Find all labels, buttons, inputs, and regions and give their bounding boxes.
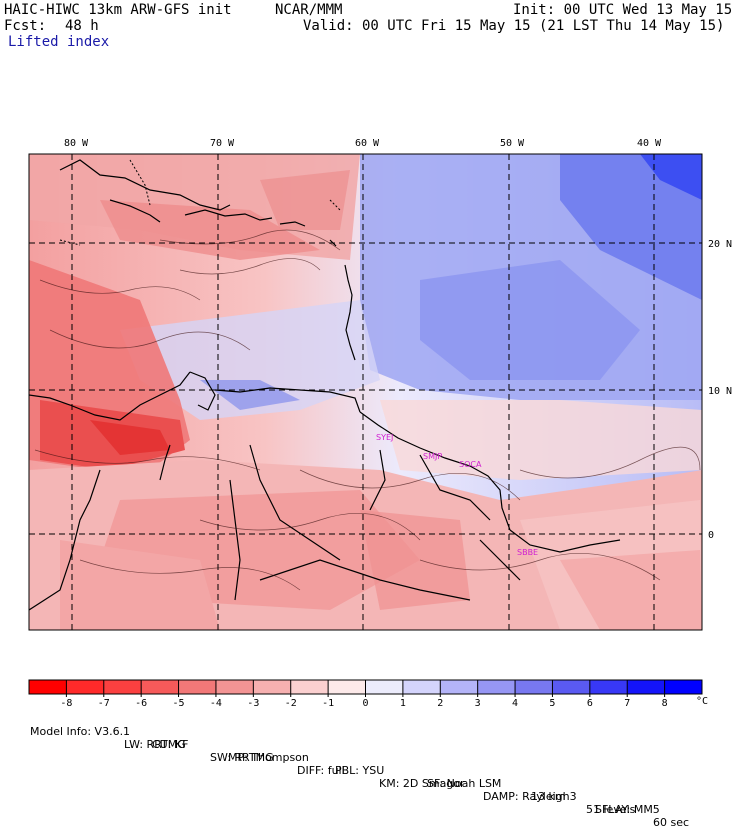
footer-sw: SW: RRTMG	[210, 751, 274, 764]
colorbar-tick-label: -1	[322, 698, 334, 709]
lifted-index-map: 80 W 70 W 60 W 50 W 40 W 20 N 10 N 0 SYE…	[28, 138, 732, 709]
lon-label: 40 W	[637, 138, 662, 149]
valid-time: Valid: 00 UTC Fri 15 May 15 (21 LST Thu …	[303, 18, 725, 34]
lon-label: 60 W	[355, 138, 380, 149]
station-label: SYEJ	[376, 433, 393, 442]
colorbar-swatch	[515, 680, 553, 694]
colorbar-tick-label: 6	[587, 698, 593, 709]
colorbar-swatch	[103, 680, 142, 694]
colorbar-unit: °C	[696, 696, 708, 707]
footer-sflay: SFLAY: MM5	[595, 803, 660, 816]
footer-line-2: LW: RRTMG SW: RRTMG DIFF: full KM: 2D Sm…	[124, 725, 660, 816]
colorbar-swatch	[440, 680, 479, 694]
forecast-label: Fcst:	[4, 18, 47, 34]
init-time: Init: 00 UTC Wed 13 May 15	[513, 2, 733, 18]
map-field	[29, 154, 702, 630]
field-name: Lifted index	[8, 34, 110, 50]
lat-lon-grid	[29, 154, 702, 630]
colorbar-swatch	[141, 680, 180, 694]
colorbar-swatch	[178, 680, 217, 694]
forecast-hour: 48 h	[65, 18, 99, 34]
colorbar-tick-label: 4	[512, 698, 518, 709]
footer-damp: DAMP: Rayleigh3	[483, 790, 577, 803]
colorbar-tick-label: -4	[210, 698, 222, 709]
colorbar-swatch	[365, 680, 404, 694]
colorbar-swatch	[477, 680, 516, 694]
model-title: HAIC-HIWC 13km ARW-GFS init	[4, 2, 232, 18]
colorbar-tick-label: -3	[247, 698, 259, 709]
colorbar-swatch	[66, 680, 105, 694]
org-label: NCAR/MMM	[275, 2, 343, 18]
colorbar-tick-label: -8	[60, 698, 72, 709]
lat-label: 0	[708, 530, 714, 541]
footer-km: KM: 2D Smagor	[379, 777, 465, 790]
colorbar-swatch	[253, 680, 292, 694]
colorbar: -8 -7 -6 -5 -4 -3 -2 -1 0 1 2 3 4 5 6 7 8	[28, 679, 703, 709]
colorbar-swatch	[215, 680, 254, 694]
lat-label: 20 N	[708, 239, 732, 250]
colorbar-tick-label: 8	[662, 698, 668, 709]
colorbar-tick-label: 3	[475, 698, 481, 709]
colorbar-swatch	[589, 680, 628, 694]
colorbar-tick-label: 2	[437, 698, 443, 709]
lon-label: 50 W	[500, 138, 525, 149]
footer-line-1: Model Info: V3.6.1 CU: KF MP: Thompson P…	[30, 712, 689, 829]
colorbar-tick-label: 1	[400, 698, 406, 709]
colorbar-swatch	[552, 680, 591, 694]
colorbar-tick-label: -2	[285, 698, 297, 709]
colorbar-swatch	[328, 680, 366, 694]
station-label: SMJP	[423, 452, 442, 461]
footer-diff: DIFF: full	[297, 764, 345, 777]
colorbar-tick-label: 0	[362, 698, 368, 709]
colorbar-swatch	[402, 680, 441, 694]
colorbar-tick-label: -7	[98, 698, 110, 709]
colorbar-tick-label: -6	[135, 698, 147, 709]
footer-model-info: Model Info: V3.6.1	[30, 725, 131, 738]
lat-label: 10 N	[708, 386, 732, 397]
station-label: SOCA	[459, 460, 482, 469]
colorbar-tick-label: -5	[173, 698, 185, 709]
lon-label: 80 W	[64, 138, 89, 149]
colorbar-swatch	[290, 680, 329, 694]
colorbar-tick-label: 5	[549, 698, 555, 709]
station-label: SBBE	[517, 548, 538, 557]
colorbar-tick-label: 7	[624, 698, 630, 709]
colorbar-swatch	[627, 680, 666, 694]
footer-timestep: 60 sec	[653, 816, 690, 829]
colorbar-swatch	[664, 680, 703, 694]
colorbar-swatch	[29, 680, 67, 694]
map-frame	[28, 153, 703, 631]
lon-label: 70 W	[210, 138, 235, 149]
